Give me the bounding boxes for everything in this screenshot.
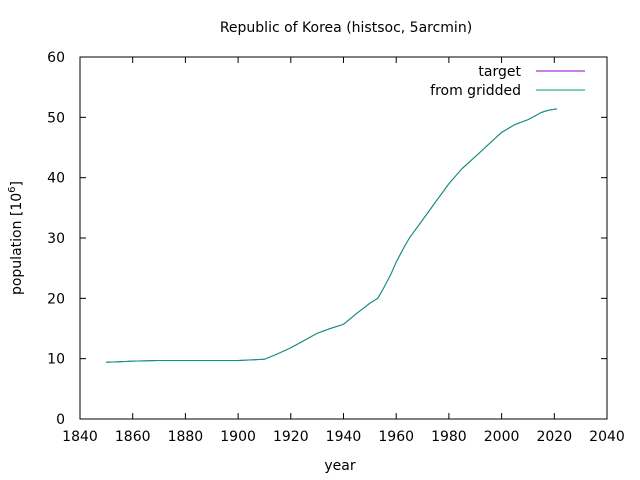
series-line-from-gridded [106, 108, 557, 363]
y-tick-label: 60 [47, 50, 65, 66]
y-axis-label-exponent: 6 [7, 186, 18, 192]
y-axis: 0 10 20 30 40 50 60 [47, 50, 607, 428]
legend-label: from gridded [430, 83, 521, 99]
x-tick-label: 2040 [589, 429, 625, 445]
y-axis-label: population [106] [7, 181, 25, 295]
plot-frame [79, 56, 608, 420]
x-tick-label: 1860 [115, 429, 151, 445]
x-tick-label: 1940 [326, 429, 362, 445]
x-tick-label: 1920 [273, 429, 309, 445]
y-tick-label: 10 [47, 352, 65, 368]
x-tick-label: 1880 [168, 429, 204, 445]
y-tick-label: 20 [47, 291, 65, 307]
legend-label: target [478, 64, 521, 80]
x-tick-label: 1980 [431, 429, 467, 445]
y-tick-label: 30 [47, 231, 65, 247]
chart-title: Republic of Korea (histsoc, 5arcmin) [220, 20, 472, 36]
y-axis-label-close: ] [9, 181, 25, 186]
y-axis-label-base: population [10 [9, 193, 25, 295]
series-line-target [106, 108, 557, 363]
legend: target from gridded [430, 64, 585, 99]
series-layer [106, 108, 557, 363]
x-axis-label: year [324, 458, 355, 474]
x-axis: 1840 1860 1880 1900 1920 1940 1960 1980 2000 2020… [62, 57, 625, 445]
x-tick-label: 2000 [484, 429, 520, 445]
x-tick-label: 1840 [62, 429, 98, 445]
y-tick-label: 40 [47, 171, 65, 187]
y-tick-label: 0 [56, 412, 65, 428]
y-tick-label: 50 [47, 110, 65, 126]
x-tick-label: 1900 [220, 429, 256, 445]
x-tick-label: 2020 [536, 429, 572, 445]
x-tick-label: 1960 [378, 429, 414, 445]
